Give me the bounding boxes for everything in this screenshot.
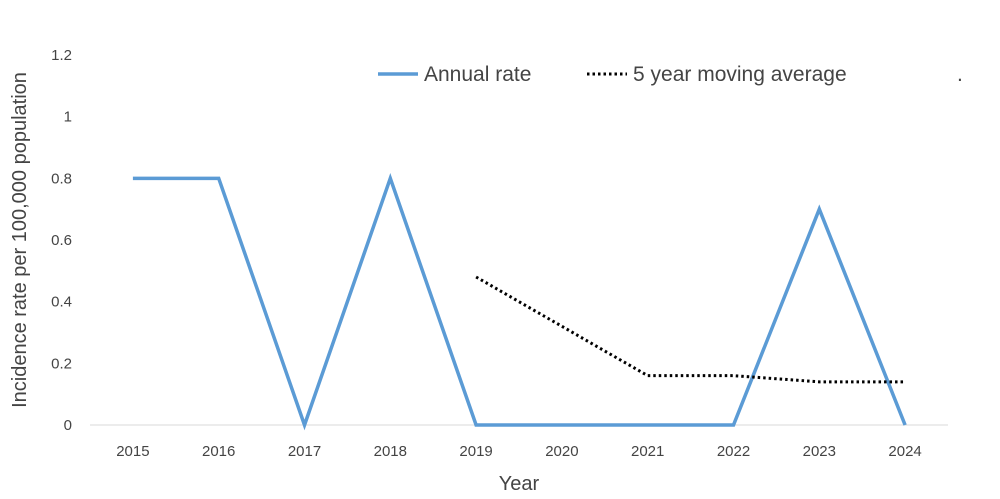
- x-axis-ticks: 2015 2016 2017 2018 2019 2020 2021 2022 2023 2024: [116, 443, 922, 460]
- series-layer: [132, 173, 907, 431]
- y-tick-label: 0.4: [51, 294, 72, 311]
- x-tick-label: 2023: [803, 443, 836, 460]
- x-axis-title: Year: [499, 473, 540, 495]
- legend-trailing-mark: .: [957, 63, 963, 86]
- x-tick-label: 2016: [202, 443, 235, 460]
- legend-label-moving-average: 5 year moving average: [633, 63, 847, 86]
- x-tick-label: 2015: [116, 443, 149, 460]
- legend-label-annual-rate: Annual rate: [424, 63, 531, 86]
- legend: Annual rate 5 year moving average .: [378, 63, 963, 86]
- y-tick-label: 0.6: [51, 232, 72, 249]
- y-tick-label: 0.8: [51, 170, 72, 187]
- y-tick-label: 0: [64, 417, 72, 434]
- x-tick-label: 2017: [288, 443, 321, 460]
- y-axis-ticks: 0 0.2 0.4 0.6 0.8 1 1.2: [51, 47, 72, 434]
- x-tick-label: 2020: [545, 443, 578, 460]
- x-tick-label: 2022: [717, 443, 750, 460]
- x-tick-label: 2019: [459, 443, 492, 460]
- x-tick-label: 2024: [888, 443, 921, 460]
- series-line-annual-rate: [132, 173, 907, 431]
- y-axis-title: Incidence rate per 100,000 population: [9, 72, 31, 408]
- y-tick-label: 1: [64, 109, 72, 126]
- x-tick-label: 2018: [374, 443, 407, 460]
- y-tick-label: 0.2: [51, 355, 72, 372]
- series-line-moving-average: [475, 275, 906, 384]
- y-tick-label: 1.2: [51, 47, 72, 64]
- x-tick-label: 2021: [631, 443, 664, 460]
